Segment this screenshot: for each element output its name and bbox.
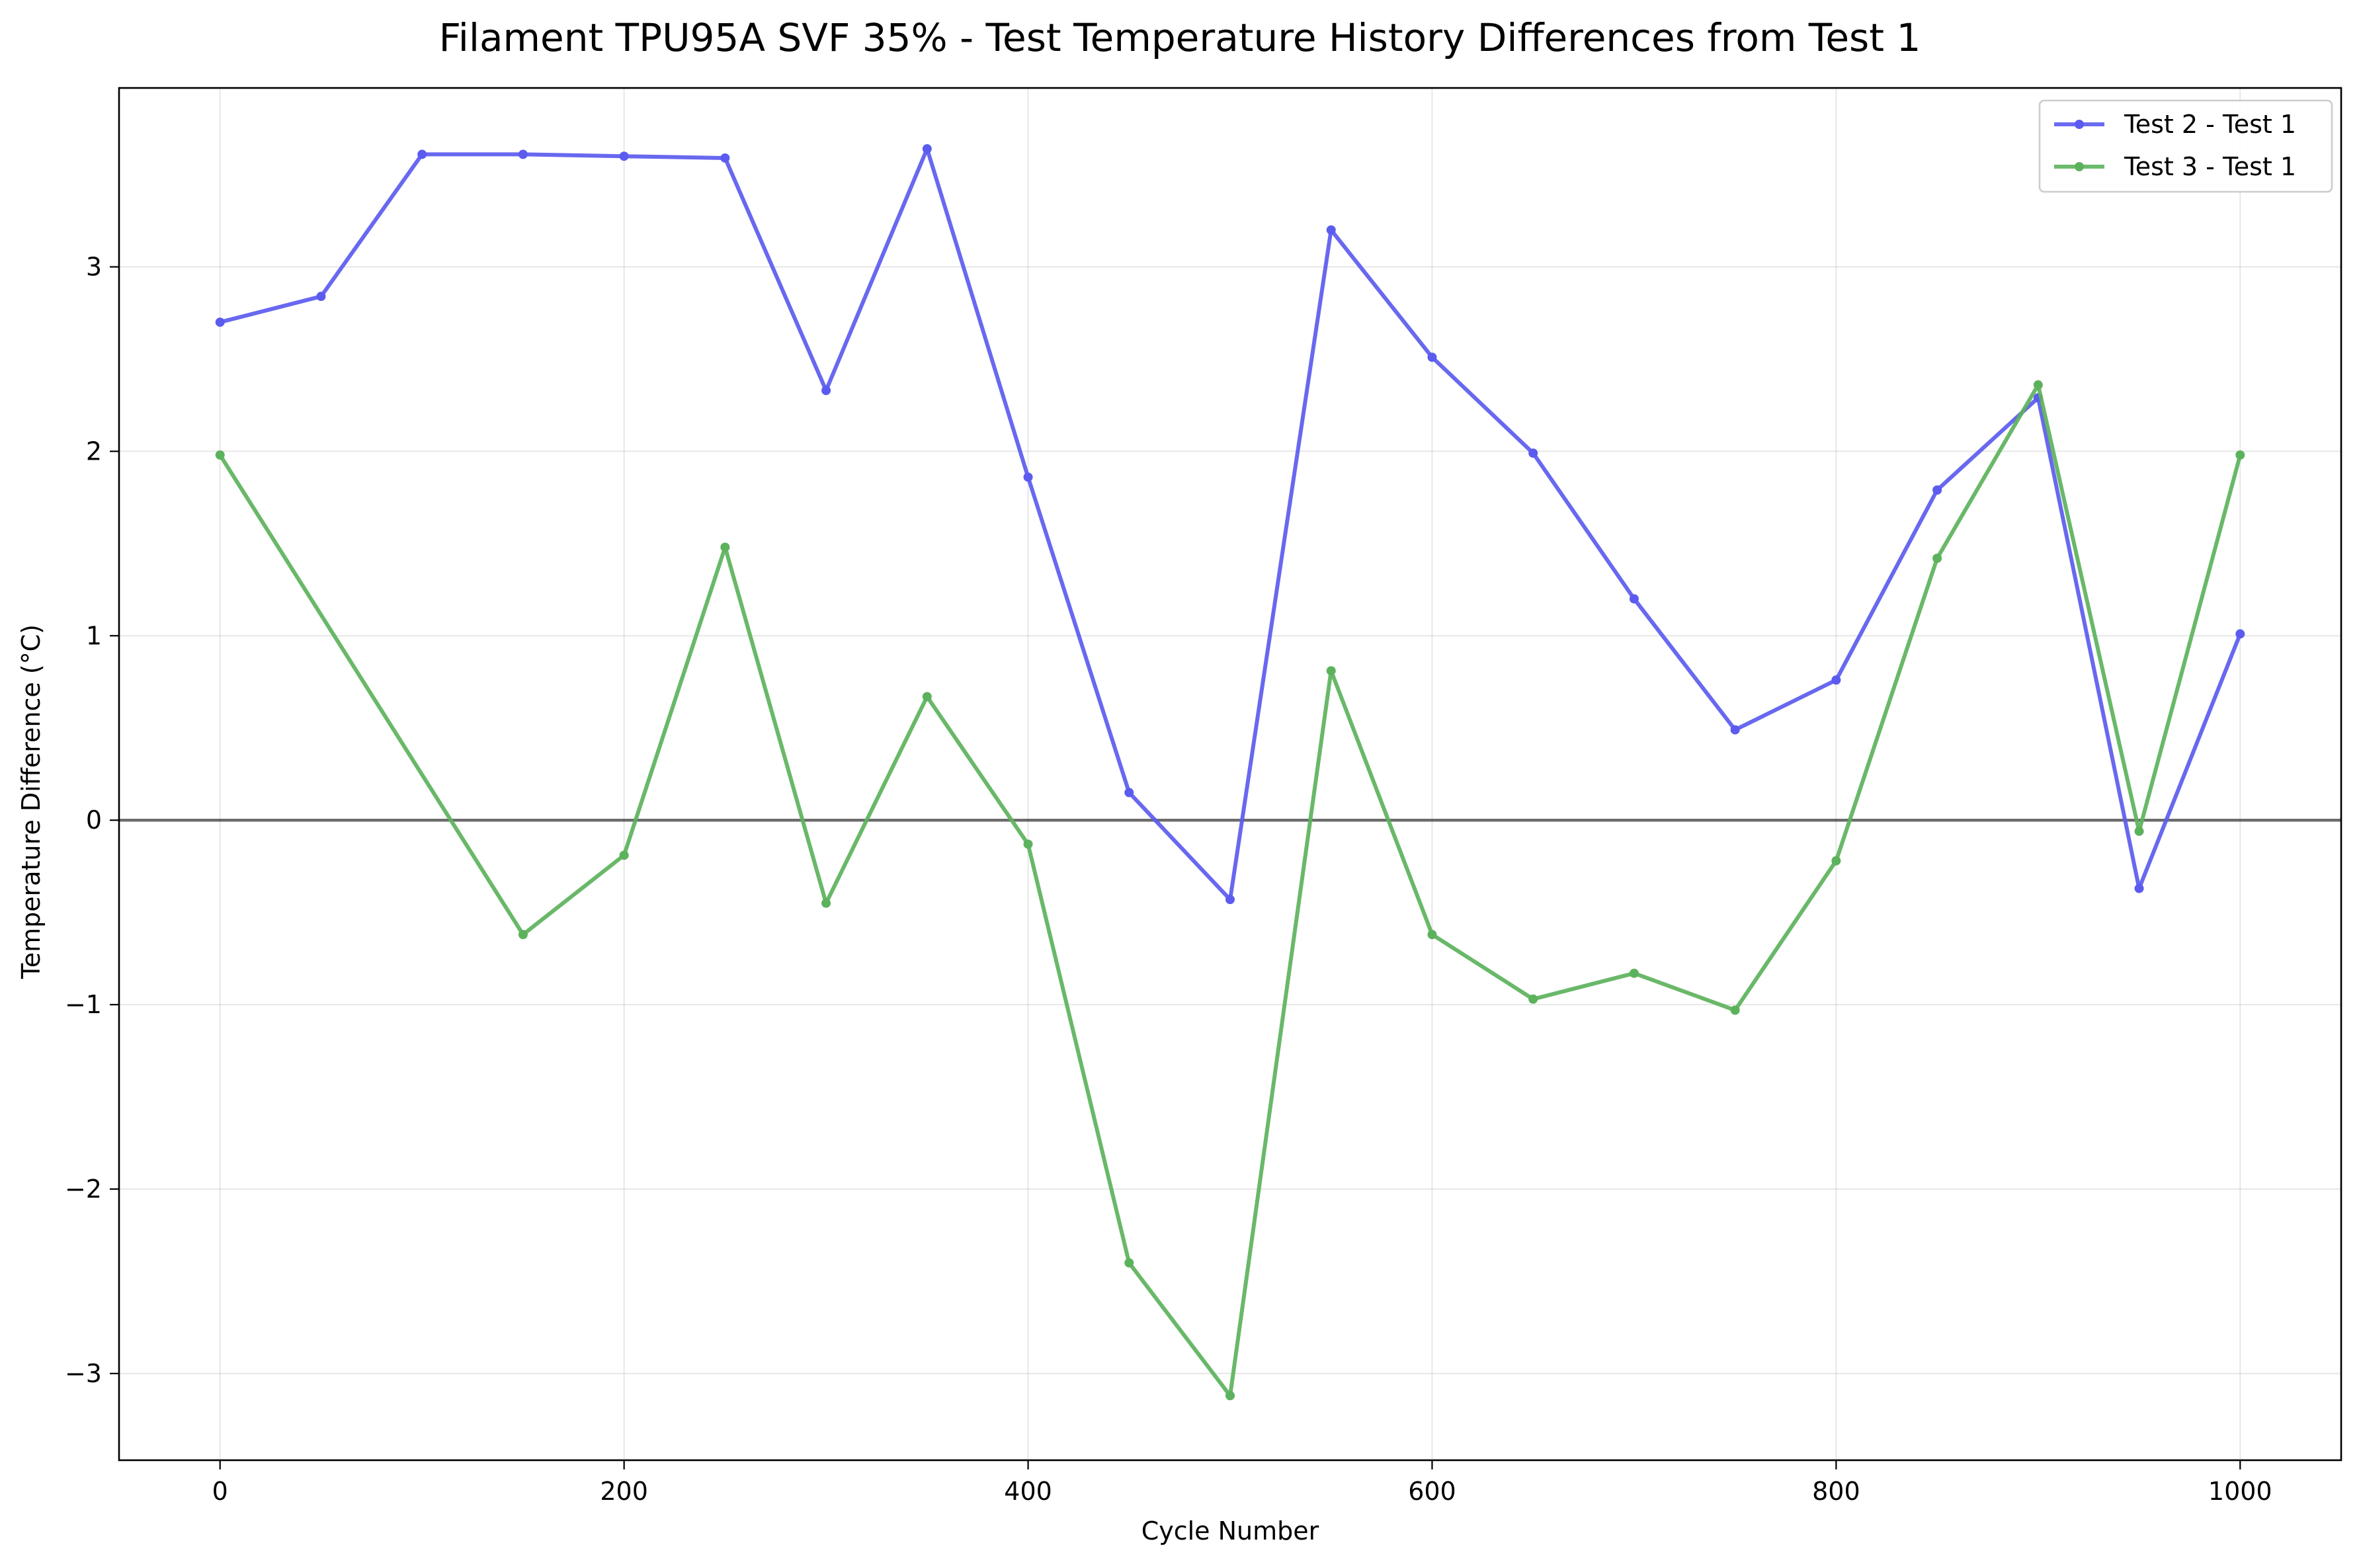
data-point: [1932, 554, 1942, 563]
data-point: [518, 930, 528, 940]
legend-marker-series-1: [2075, 120, 2084, 129]
legend-marker-series-2: [2075, 162, 2084, 171]
data-point: [316, 292, 326, 302]
data-point: [1629, 968, 1639, 978]
data-point: [1730, 1005, 1740, 1015]
data-point: [720, 153, 730, 163]
x-tick-label: 0: [212, 1477, 228, 1506]
data-point: [518, 149, 528, 159]
data-point: [1427, 930, 1437, 940]
y-tick-label: 0: [86, 805, 102, 835]
data-point: [922, 692, 932, 702]
data-point: [2235, 450, 2245, 460]
data-point: [1528, 448, 1538, 458]
data-point: [922, 144, 932, 154]
data-point: [1629, 594, 1639, 604]
x-tick-label: 200: [600, 1477, 648, 1506]
data-point: [1831, 856, 1841, 866]
data-point: [1124, 1258, 1134, 1268]
data-point: [2235, 629, 2245, 639]
y-tick-label: −2: [65, 1175, 102, 1204]
data-point: [1023, 472, 1033, 482]
y-tick-label: 1: [86, 621, 102, 650]
data-point: [1023, 839, 1033, 849]
y-tick-label: 3: [86, 253, 102, 282]
data-point: [1225, 1391, 1235, 1401]
axis-ticks: 0 200 400 600 800 1000 −3 −2 −1 0 1 2 3: [65, 253, 2272, 1506]
data-point: [417, 149, 427, 159]
data-point: [1932, 485, 1942, 495]
x-tick-label: 600: [1408, 1477, 1456, 1506]
series-layer: [215, 144, 2245, 1401]
legend-box: [2038, 99, 2333, 193]
chart-title: Filament TPU95A SVF 35% - Test Temperatu…: [439, 15, 1921, 60]
data-point: [720, 542, 730, 552]
data-point: [619, 151, 629, 161]
data-point: [1730, 725, 1740, 735]
data-point: [1326, 225, 1336, 235]
plot-frame: [118, 87, 2342, 1462]
data-point: [2134, 826, 2144, 836]
data-point: [821, 386, 831, 395]
x-tick-label: 1000: [2208, 1477, 2272, 1506]
x-tick-label: 400: [1004, 1477, 1052, 1506]
y-tick-label: −3: [65, 1359, 102, 1388]
data-point: [1124, 788, 1134, 798]
y-tick-label: −1: [65, 990, 102, 1019]
y-axis-label: Temperature Difference (°C): [17, 624, 46, 979]
data-point: [821, 898, 831, 908]
data-point: [2134, 884, 2144, 893]
data-point: [1528, 994, 1538, 1004]
x-axis-label: Cycle Number: [1141, 1516, 1319, 1546]
series-1: [215, 144, 2245, 905]
data-point: [1225, 895, 1235, 905]
legend: Test 2 - Test 1 Test 3 - Test 1: [2038, 99, 2333, 193]
y-tick-label: 2: [86, 436, 102, 466]
data-point: [215, 317, 225, 327]
legend-label-series-1: Test 2 - Test 1: [2124, 110, 2296, 139]
data-point: [1427, 352, 1437, 362]
legend-label-series-2: Test 3 - Test 1: [2124, 152, 2296, 181]
series-2: [215, 380, 2245, 1401]
data-point: [215, 450, 225, 460]
data-point: [619, 850, 629, 860]
data-point: [1831, 675, 1841, 685]
x-tick-label: 800: [1812, 1477, 1860, 1506]
data-point: [1326, 666, 1336, 676]
data-point: [2033, 380, 2043, 390]
